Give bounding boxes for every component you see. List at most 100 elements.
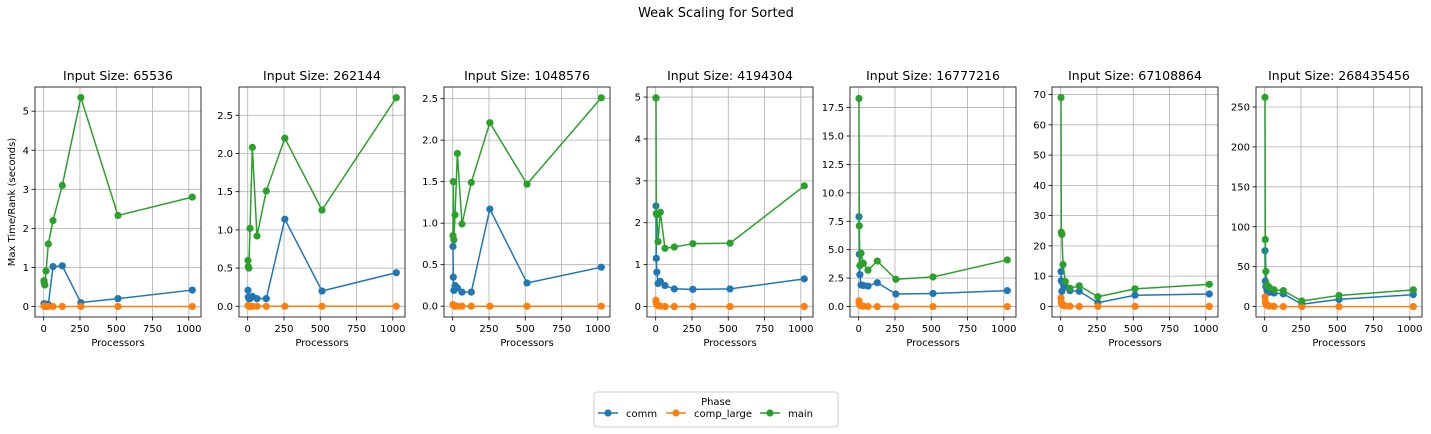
y-tick-label: 50: [1237, 262, 1250, 273]
series-line: [247, 97, 397, 269]
y-tick-label: 1.0: [422, 219, 438, 230]
data-point: [77, 93, 85, 102]
plot-frame: [238, 86, 406, 318]
x-tick-label: 750: [958, 324, 977, 335]
data-point: [1131, 291, 1139, 299]
subplot-7: Input Size: 268435456 0 250 500 750 1000 0 50 10…: [1231, 68, 1423, 349]
data-point: [467, 178, 475, 187]
subplot-title: Input Size: 67108864: [1068, 68, 1202, 83]
data-point: [281, 134, 289, 142]
data-point: [1205, 290, 1213, 298]
data-point: [1094, 293, 1102, 301]
x-tick-label: 0: [1058, 324, 1064, 335]
y-tick-label: 2: [23, 224, 29, 235]
x-tick-label: 250: [885, 324, 904, 335]
data-point: [873, 302, 881, 311]
x-axis-label: Processors: [703, 338, 756, 349]
data-point: [262, 302, 270, 310]
y-tick-label: 2.5: [422, 94, 438, 105]
series-main: [1057, 93, 1213, 301]
x-axis-label: Processors: [1312, 338, 1365, 349]
data-point: [1279, 303, 1287, 311]
data-point: [855, 222, 863, 230]
plot-frame: [849, 86, 1017, 318]
x-tick-label: 750: [1160, 324, 1179, 335]
data-point: [318, 287, 326, 295]
series-main: [244, 94, 400, 272]
data-point: [458, 220, 466, 228]
y-tick-label: 0.5: [422, 260, 438, 271]
x-tick-label: 0: [653, 324, 659, 335]
data-point: [661, 281, 669, 290]
data-point: [800, 275, 808, 283]
legend-entry-main: main: [760, 409, 813, 420]
y-tick-label: 5: [635, 93, 641, 104]
subplot-4: Input Size: 4194304 0 250 500 750 1000 0 1 2 3 4 5 P…: [635, 68, 814, 349]
x-tick-label: 1000: [380, 324, 405, 335]
legend-label: comm: [626, 409, 657, 420]
x-tick-label: 250: [479, 324, 498, 335]
y-tick-label: 5: [23, 107, 29, 118]
x-tick-label: 750: [552, 324, 571, 335]
x-tick-label: 0: [41, 324, 47, 335]
data-point: [44, 240, 52, 248]
y-tick-label: 0: [1244, 302, 1250, 313]
data-point: [253, 232, 261, 240]
data-point: [77, 302, 85, 311]
y-tick-label: 12.5: [822, 160, 844, 171]
data-point: [800, 302, 808, 311]
data-point: [1335, 291, 1343, 300]
y-tick-label: 1.5: [217, 187, 233, 198]
data-point: [523, 180, 531, 188]
x-tick-label: 250: [274, 324, 293, 335]
y-tick-label: 4: [635, 134, 641, 145]
data-point: [486, 205, 494, 213]
data-point: [656, 208, 664, 216]
y-axis-label: Max Time/Rank (seconds): [7, 138, 18, 267]
y-tick-label: 2.5: [217, 111, 233, 122]
series-main: [40, 93, 196, 289]
series-comm: [40, 262, 196, 309]
y-tick-label: 100: [1231, 222, 1250, 233]
x-tick-label: 500: [1124, 324, 1143, 335]
x-axis-label: Processors: [91, 338, 144, 349]
y-tick-label: 4: [23, 146, 29, 157]
data-point: [652, 94, 660, 102]
subplot-1: Input Size: 65536 0 250 500 750 1000 0 1 2 3 4 5 Pro…: [23, 68, 202, 349]
data-point: [1061, 277, 1069, 286]
x-tick-label: 0: [1262, 324, 1268, 335]
y-tick-label: 3: [635, 176, 641, 187]
data-point: [253, 295, 261, 303]
series-comp_large: [244, 301, 400, 310]
data-point: [1298, 297, 1306, 305]
data-point: [318, 302, 326, 310]
y-tick-label: 200: [1231, 142, 1250, 153]
series-line: [858, 216, 1008, 295]
data-point: [246, 224, 254, 232]
subplot-title: Input Size: 262144: [263, 68, 381, 83]
y-tick-label: 2.0: [422, 136, 438, 147]
plot-frame: [443, 86, 611, 318]
series-main: [1261, 93, 1417, 305]
data-point: [49, 302, 57, 311]
data-point: [281, 302, 289, 310]
data-point: [670, 285, 678, 293]
series-line: [452, 97, 602, 241]
data-point: [864, 266, 872, 274]
data-point: [318, 206, 326, 214]
y-tick-label: 3: [23, 185, 29, 196]
data-point: [1059, 261, 1067, 269]
y-tick-label: 2.0: [217, 149, 233, 160]
legend-marker: [604, 409, 612, 417]
data-point: [244, 256, 252, 265]
data-point: [1131, 285, 1139, 293]
data-point: [1298, 303, 1306, 311]
x-axis-label: Processors: [500, 338, 553, 349]
series-line: [1264, 97, 1414, 302]
subplot-3: Input Size: 1048576 0 250 500 750 1000 0.0 0.5 1…: [422, 68, 610, 349]
data-point: [1057, 93, 1065, 102]
data-point: [486, 119, 494, 127]
data-point: [453, 149, 461, 158]
data-point: [689, 302, 697, 311]
